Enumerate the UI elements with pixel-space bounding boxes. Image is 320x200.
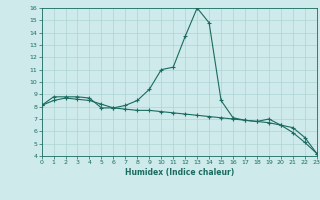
X-axis label: Humidex (Indice chaleur): Humidex (Indice chaleur) [124, 168, 234, 177]
